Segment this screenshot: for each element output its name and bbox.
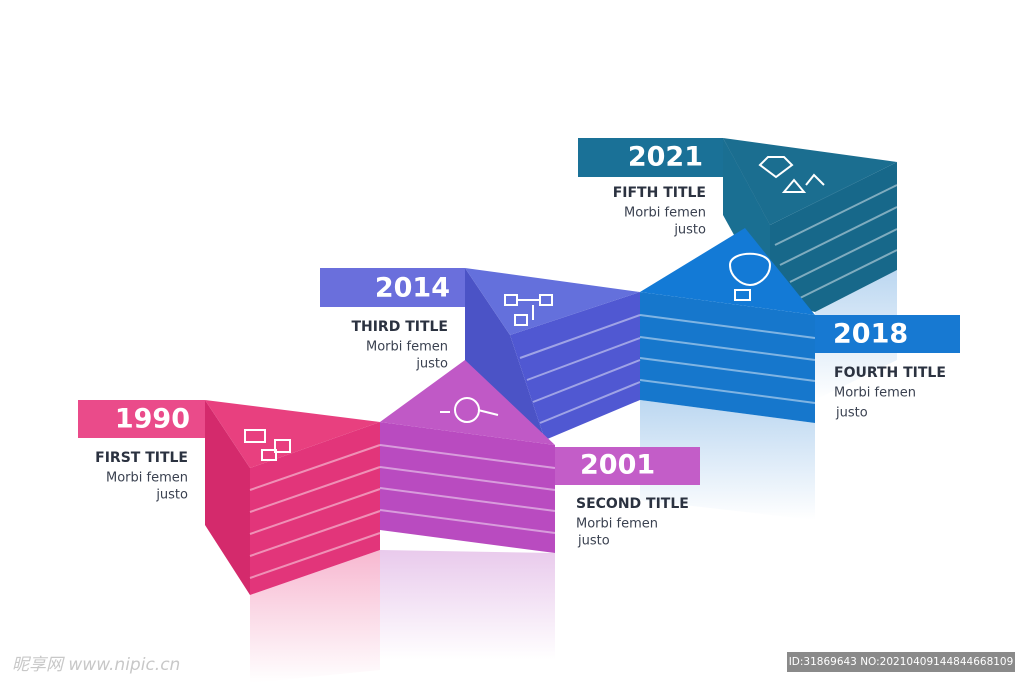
description: justo [415, 357, 448, 372]
year-box [578, 138, 723, 177]
title: FOURTH TITLE [834, 365, 946, 381]
year-box [555, 447, 700, 485]
step-1-prism [205, 400, 381, 595]
description: justo [673, 223, 706, 238]
watermark-site: 昵享网 www.nipic.cn [12, 655, 180, 675]
description: Morbi femen [106, 471, 188, 486]
description: justo [155, 488, 188, 503]
description: justo [577, 534, 610, 549]
watermark-box [787, 652, 1015, 672]
description: Morbi femen [576, 517, 658, 532]
reflections [250, 270, 897, 683]
year-box [815, 315, 960, 353]
title: THIRD TITLE [351, 319, 448, 335]
step-4-prism [639, 228, 816, 423]
description: Morbi femen [366, 340, 448, 355]
year: 2014 [375, 273, 450, 304]
year: 2018 [833, 319, 908, 350]
description: Morbi femen [624, 206, 706, 221]
description: Morbi femen [834, 386, 916, 401]
description: justo [835, 406, 868, 421]
year: 2001 [580, 450, 655, 481]
step-2-prism [379, 360, 556, 553]
step-5-prism [723, 138, 898, 312]
year-box [320, 268, 465, 307]
title: FIFTH TITLE [613, 185, 706, 201]
title: FIRST TITLE [95, 450, 188, 466]
year-box [78, 400, 205, 438]
watermark-id: ID:31869643 NO:20210409144844668109 [789, 656, 1014, 668]
title: SECOND TITLE [576, 496, 689, 512]
step-3-prism [465, 268, 641, 440]
year: 2021 [628, 142, 703, 173]
year: 1990 [115, 404, 190, 435]
